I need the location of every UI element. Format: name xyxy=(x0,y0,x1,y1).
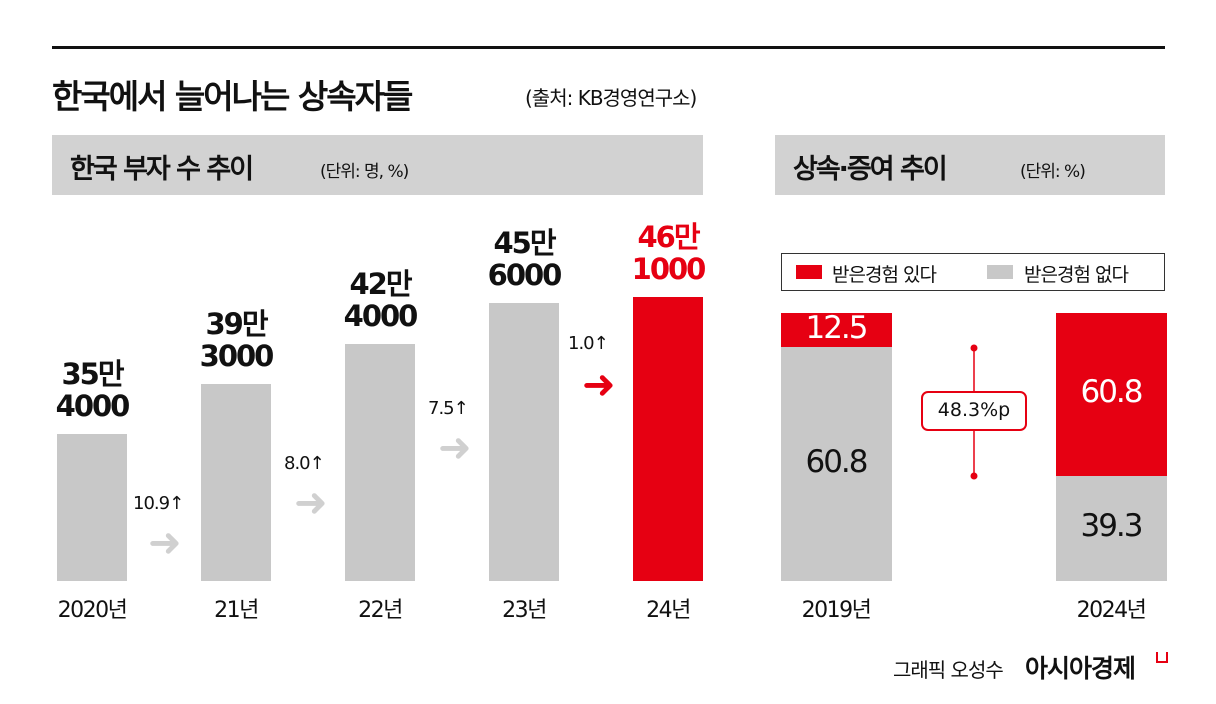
bar xyxy=(201,383,271,581)
logo-mark-icon xyxy=(1156,652,1168,663)
top-rule xyxy=(52,46,1165,49)
bar-segment-yes xyxy=(1056,313,1167,476)
right-chart-title: 상속·증여 추이 xyxy=(793,154,948,185)
left-chart-title: 한국 부자 수 추이 xyxy=(70,154,254,185)
value-label-line1: 42만 xyxy=(349,267,412,302)
segment-label-no: 60.8 xyxy=(805,443,868,480)
growth-label: 7.5↑ xyxy=(428,398,469,419)
value-label-line2: 4000 xyxy=(55,388,131,423)
growth-label: 10.9↑ xyxy=(133,493,184,514)
page-title: 한국에서 늘어나는 상속자들 xyxy=(52,77,413,116)
difference-bracket xyxy=(921,344,1027,480)
value-label: 35만 4000 xyxy=(32,358,152,422)
value-label-line2: 4000 xyxy=(343,299,419,334)
value-label-line1: 46만 xyxy=(637,220,700,254)
x-tick-label: 2020년 xyxy=(57,598,128,623)
segment-label-no: 39.3 xyxy=(1080,508,1143,545)
x-tick-label: 2019년 xyxy=(801,598,872,623)
bar xyxy=(633,297,703,581)
growth-arrow-icon: ➜ xyxy=(438,425,472,471)
x-tick-label: 2024년 xyxy=(1076,598,1147,623)
publisher-logo: 아시아경제 xyxy=(1025,654,1136,683)
x-tick-label: 21년 xyxy=(214,598,259,623)
growth-arrow-icon: ➜ xyxy=(582,362,616,408)
value-label: 39만 3000 xyxy=(176,308,296,372)
value-label-line1: 35만 xyxy=(61,356,124,391)
source-note: (출처: KB경영연구소) xyxy=(525,86,697,110)
legend-label-yes: 받은경험 있다 xyxy=(832,264,937,286)
value-label-line1: 45만 xyxy=(493,226,556,261)
left-chart-header: 한국 부자 수 추이 (단위: 명, %) xyxy=(52,135,703,195)
bar xyxy=(345,344,415,581)
bar xyxy=(489,303,559,581)
bar-segment-yes xyxy=(781,313,892,347)
growth-arrow-icon: ➜ xyxy=(294,480,328,526)
value-label-line2: 1000 xyxy=(631,252,707,286)
growth-arrow-icon: ➜ xyxy=(148,520,182,566)
value-label-line1: 39만 xyxy=(205,306,268,341)
credit: 그래픽 오성수 xyxy=(893,658,1004,682)
legend-swatch-yes xyxy=(796,265,822,279)
right-chart-header: 상속·증여 추이 (단위: %) xyxy=(775,135,1165,195)
legend-swatch-no xyxy=(987,265,1013,279)
bar xyxy=(57,433,127,581)
growth-label: 8.0↑ xyxy=(284,453,325,474)
x-tick-label: 24년 xyxy=(646,598,691,623)
x-tick-label: 23년 xyxy=(502,598,547,623)
left-chart-unit: (단위: 명, %) xyxy=(320,162,409,182)
value-label: 45만 6000 xyxy=(464,227,584,291)
legend: 받은경험 있다 받은경험 없다 xyxy=(781,253,1165,291)
right-chart-unit: (단위: %) xyxy=(1020,162,1086,182)
legend-label-no: 받은경험 없다 xyxy=(1024,264,1129,286)
segment-label-yes: 12.5 xyxy=(805,309,868,346)
x-tick-label: 22년 xyxy=(358,598,403,623)
growth-label: 1.0↑ xyxy=(568,333,609,354)
value-label-line2: 3000 xyxy=(199,338,275,373)
value-label: 46만 1000 xyxy=(608,221,728,285)
value-label-line2: 6000 xyxy=(487,258,563,293)
segment-label-yes: 60.8 xyxy=(1080,374,1143,411)
bar-segment-no xyxy=(781,313,892,581)
value-label: 42만 4000 xyxy=(320,268,440,332)
difference-label: 48.3%p xyxy=(937,399,1011,421)
